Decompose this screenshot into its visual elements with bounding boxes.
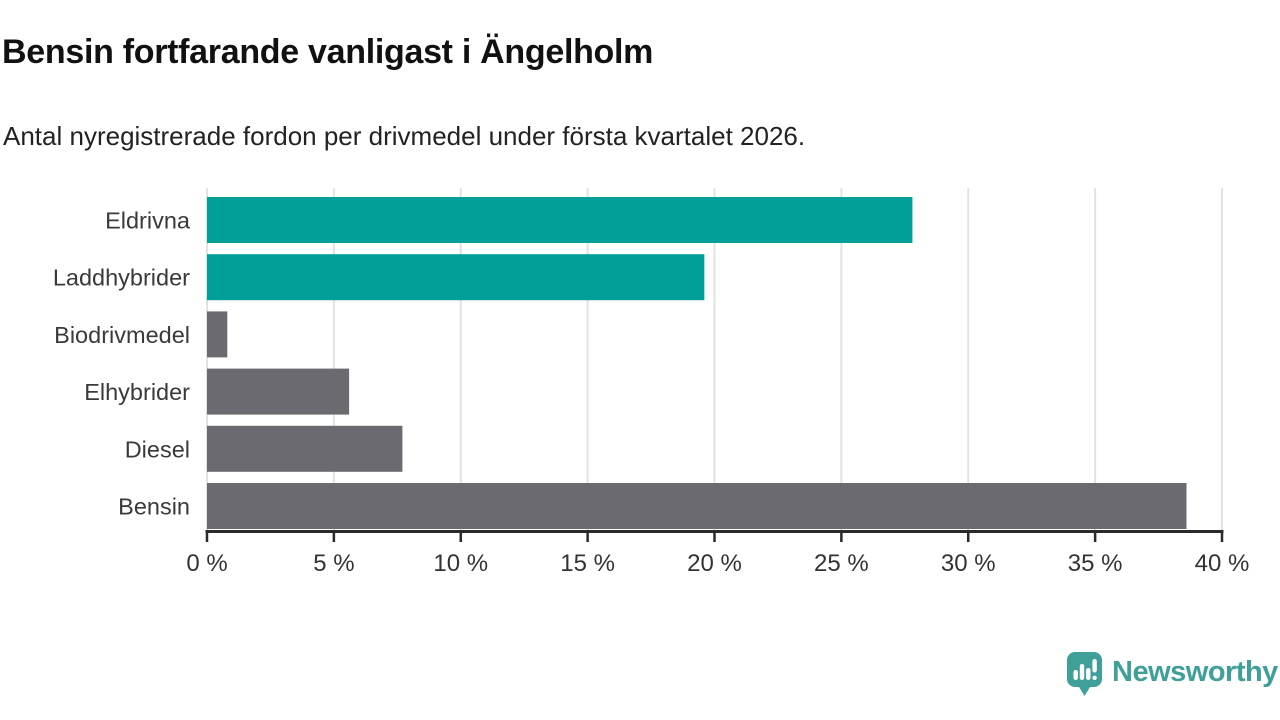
x-tick-label-25%: 25 %: [814, 550, 869, 577]
bar-bensin: [207, 483, 1187, 529]
bar-diesel: [207, 425, 403, 472]
bar-eldrivna: [207, 197, 913, 243]
category-label-elhybrider: Elhybrider: [84, 379, 190, 405]
bar-biodrivmedel: [207, 311, 228, 358]
x-tick-label-35%: 35 %: [1068, 550, 1123, 577]
category-label-diesel: Diesel: [125, 436, 190, 462]
newsworthy-brand-text: Newsworthy: [1112, 656, 1278, 688]
category-label-laddhybrider: Laddhybrider: [53, 265, 190, 291]
category-label-eldrivna: Eldrivna: [105, 208, 191, 234]
x-tick-label-20%: 20 %: [687, 550, 742, 577]
x-tick-label-0%: 0 %: [186, 550, 227, 577]
x-tick-label-5%: 5 %: [313, 550, 354, 577]
newsworthy-logo: Newsworthy: [1066, 651, 1278, 698]
newsworthy-speech-bubble-chart-icon: [1067, 652, 1102, 696]
x-tick-label-30%: 30 %: [941, 550, 996, 577]
x-tick-label-40%: 40 %: [1195, 550, 1250, 577]
bar-elhybrider: [207, 368, 350, 415]
bar-laddhybrider: [207, 254, 705, 301]
chart-title: Bensin fortfarande vanligast i Ängelholm: [2, 33, 654, 71]
x-tick-label-15%: 15 %: [560, 550, 615, 577]
chart-subtitle: Antal nyregistrerade fordon per drivmede…: [3, 121, 806, 151]
horizontal-bar-chart: Eldrivna Laddhybrider Biodrivmedel Elhybrid…: [53, 188, 1250, 577]
category-label-biodrivmedel: Biodrivmedel: [54, 322, 190, 348]
x-tick-label-10%: 10 %: [433, 550, 488, 577]
category-label-bensin: Bensin: [118, 494, 190, 520]
